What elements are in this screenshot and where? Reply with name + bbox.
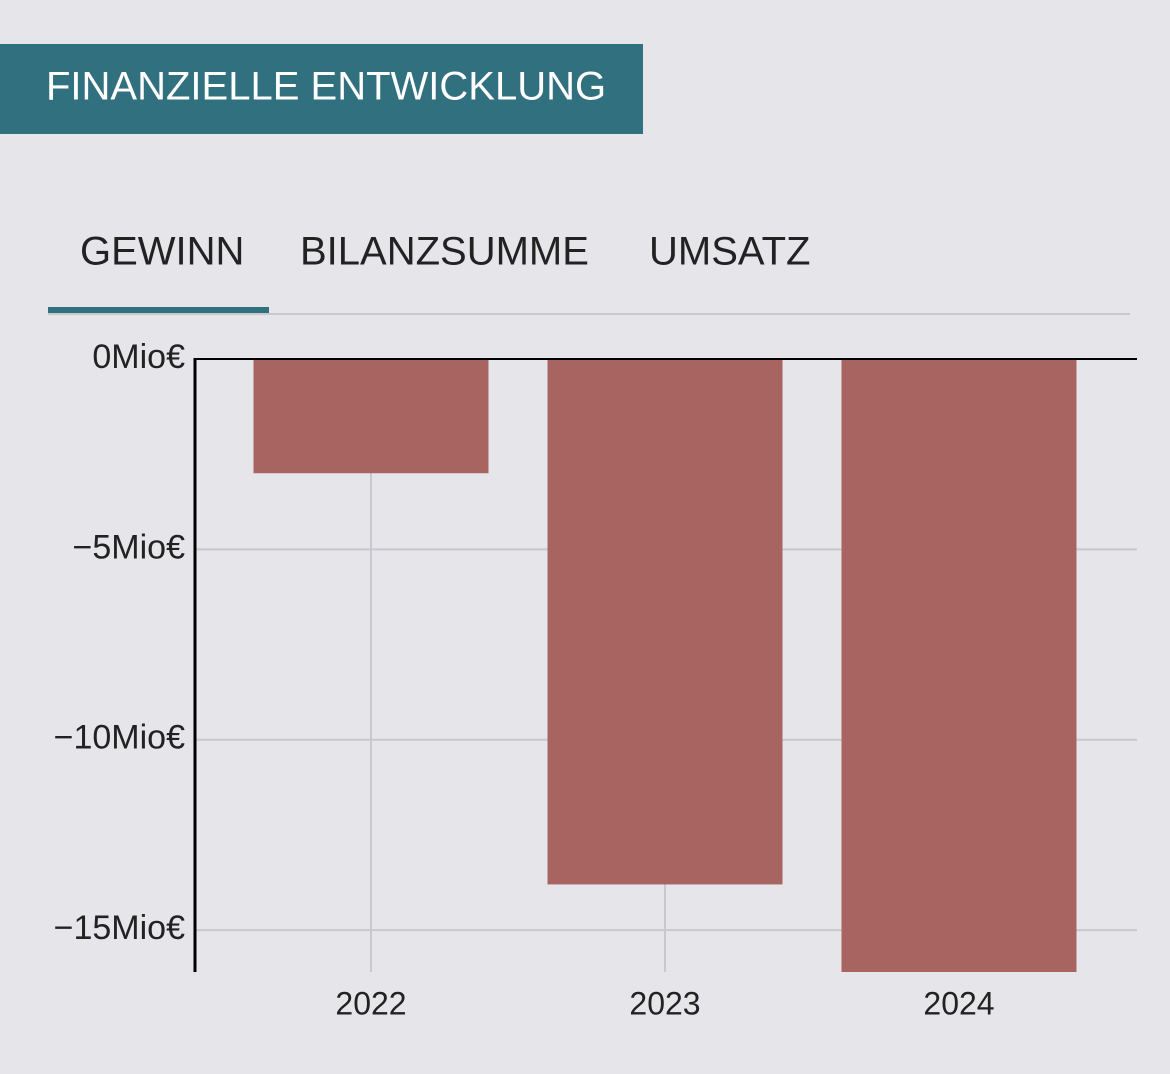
- tab[interactable]: UMSATZ: [649, 230, 810, 274]
- header-title: FINANZIELLE ENTWICKLUNG: [46, 65, 606, 109]
- bar: [253, 359, 489, 474]
- tab[interactable]: GEWINN: [80, 230, 244, 274]
- bar: [841, 359, 1077, 972]
- x-tick-label: 2022: [335, 985, 406, 1021]
- bar: [547, 359, 783, 885]
- y-tick-label: 0Mio€: [92, 338, 185, 376]
- y-tick-label: −10Mio€: [54, 719, 185, 757]
- header-band: [0, 44, 643, 134]
- x-tick-label: 2024: [923, 985, 994, 1021]
- active-tab-indicator: [48, 307, 269, 313]
- chart: 0Mio€ −5Mio€ −10Mio€ −15Mio€ 2022 2023 2024: [54, 338, 1137, 1021]
- y-tick-label: −15Mio€: [54, 909, 185, 947]
- tab[interactable]: BILANZSUMME: [300, 230, 589, 274]
- y-tick-label: −5Mio€: [73, 528, 186, 566]
- x-tick-label: 2023: [629, 985, 700, 1021]
